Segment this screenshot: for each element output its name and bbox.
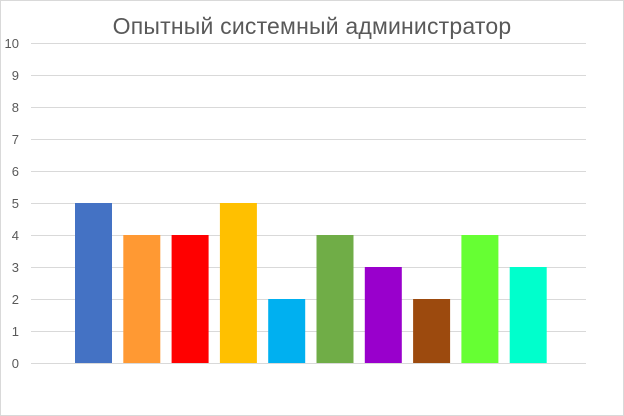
y-tick-label: 10: [5, 36, 19, 51]
y-tick-label: 3: [12, 260, 19, 275]
y-tick-label: 2: [12, 292, 19, 307]
y-tick-label: 5: [12, 196, 19, 211]
bar-4: [219, 203, 257, 363]
y-tick-label: 4: [12, 228, 19, 243]
y-tick-label: 1: [12, 324, 19, 339]
bar-1: [75, 203, 112, 363]
bar-7: [364, 267, 402, 363]
y-tick-label: 7: [12, 132, 19, 147]
y-tick-label: 9: [12, 68, 19, 83]
bar-2: [123, 235, 161, 363]
bar-10: [509, 267, 547, 363]
y-tick-label: 8: [12, 100, 19, 115]
chart-title: Опытный системный администратор: [112, 13, 512, 39]
y-tick-label: 6: [12, 164, 19, 179]
y-tick-label: 0: [12, 356, 19, 371]
bar-3: [171, 235, 209, 363]
bar-9: [461, 235, 499, 363]
bar-8: [413, 299, 451, 363]
bar-6: [316, 235, 354, 363]
bar-5: [268, 299, 306, 363]
